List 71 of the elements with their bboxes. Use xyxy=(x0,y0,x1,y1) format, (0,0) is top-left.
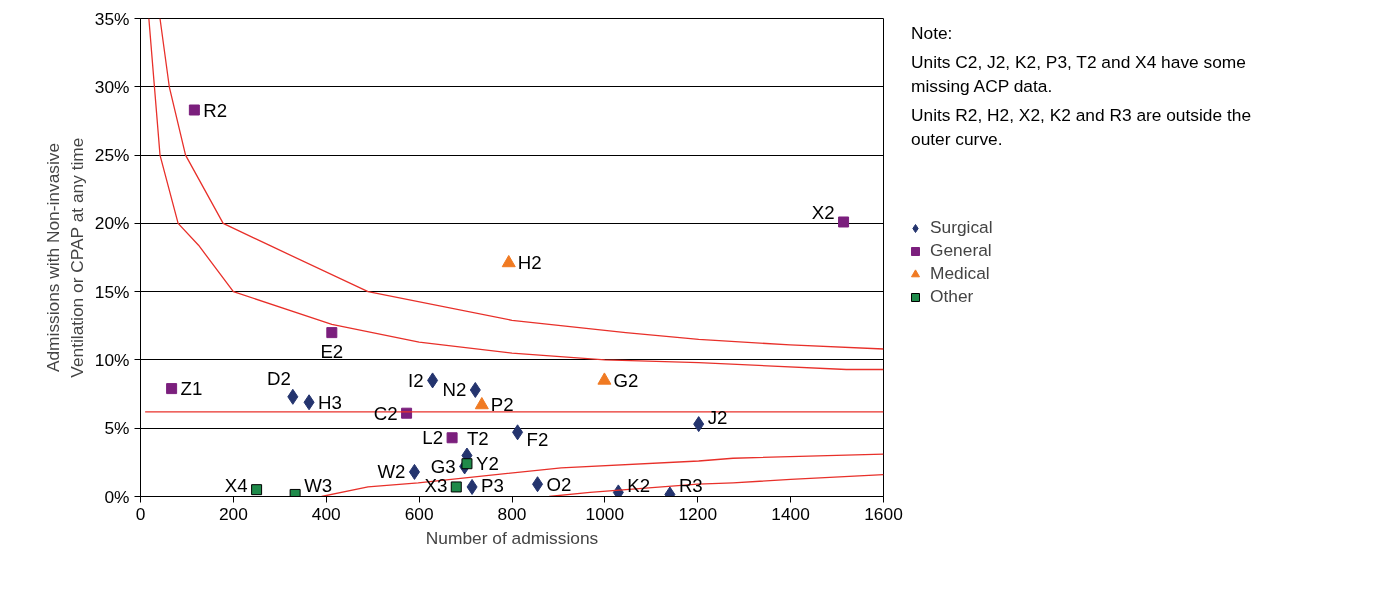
x-tick-label: 600 xyxy=(404,503,434,524)
x-tick-label: 0 xyxy=(135,503,146,524)
text: Note: xyxy=(911,22,954,45)
y-tick-label: 15% xyxy=(94,281,130,302)
legend-label: Surgical xyxy=(930,217,993,238)
point xyxy=(597,372,612,385)
y-tick-label: 35% xyxy=(94,8,130,29)
point xyxy=(427,372,439,389)
text: Units C2, J2, K2, P3, T2 and X4 have some missing ACP data. xyxy=(911,51,1247,98)
data-label: E2 xyxy=(320,340,344,362)
point xyxy=(188,104,200,116)
data-label: P3 xyxy=(481,475,504,496)
point xyxy=(501,254,516,268)
point xyxy=(289,488,301,497)
data-label: H3 xyxy=(318,391,342,413)
x-tick-label: 1400 xyxy=(771,503,810,524)
y-axis-title: Admissions with Non-invasive Ventilation or CPAP at any time xyxy=(42,137,87,378)
y-tick-label: 20% xyxy=(94,213,130,234)
y-tick-label: 25% xyxy=(94,145,130,166)
x-tick-label: 200 xyxy=(218,503,248,524)
x-tick-label: 800 xyxy=(497,503,527,524)
data-label: P2 xyxy=(490,394,514,416)
point xyxy=(693,416,705,433)
data-label: I2 xyxy=(408,369,424,391)
point xyxy=(512,424,524,441)
data-label: O2 xyxy=(546,473,572,495)
x-tick-label: 1000 xyxy=(585,503,625,524)
x-axis-title: Number of admissions xyxy=(425,527,599,548)
point xyxy=(532,476,544,493)
data-label: G3 xyxy=(430,455,456,477)
point xyxy=(469,381,481,398)
text: Units R2, H2, X2, K2 and R3 are outside the outer curve. xyxy=(911,104,1252,151)
data-label: G2 xyxy=(613,369,639,391)
data-label: X4 xyxy=(224,475,248,496)
data-label: N2 xyxy=(442,379,467,401)
data-label: Y2 xyxy=(475,453,499,475)
y-tick-label: 0% xyxy=(104,486,130,507)
data-label: X2 xyxy=(811,201,835,223)
data-label: W3 xyxy=(304,475,333,496)
data-label: F2 xyxy=(526,428,549,450)
data-label: D2 xyxy=(266,367,291,389)
data-label: X3 xyxy=(424,475,448,496)
y-tick-label: 30% xyxy=(94,76,130,97)
legend-label: Other xyxy=(930,286,974,307)
data-label: H2 xyxy=(517,252,542,274)
point xyxy=(287,388,299,405)
point xyxy=(446,432,458,444)
data-label: Z1 xyxy=(180,378,203,400)
point xyxy=(166,383,178,395)
x-tick-label: 1200 xyxy=(678,503,718,524)
point xyxy=(461,458,473,470)
point xyxy=(326,327,338,339)
point xyxy=(408,463,420,480)
y-tick-label: 10% xyxy=(94,349,130,370)
data-label: L2 xyxy=(422,427,444,449)
x-tick-label: 400 xyxy=(311,503,341,524)
point xyxy=(466,478,478,495)
y-tick-label: 5% xyxy=(104,418,130,439)
data-label: J2 xyxy=(707,406,728,428)
data-label: R2 xyxy=(203,99,228,121)
point xyxy=(838,216,850,228)
point xyxy=(450,481,462,493)
legend-label: General xyxy=(930,240,992,261)
point xyxy=(401,407,413,419)
point xyxy=(474,396,489,410)
point xyxy=(303,394,315,411)
legend-label: Medical xyxy=(930,263,990,284)
point xyxy=(251,484,263,496)
data-label: T2 xyxy=(466,427,489,449)
data-label: W2 xyxy=(377,461,406,483)
x-tick-label: 1600 xyxy=(864,503,903,524)
